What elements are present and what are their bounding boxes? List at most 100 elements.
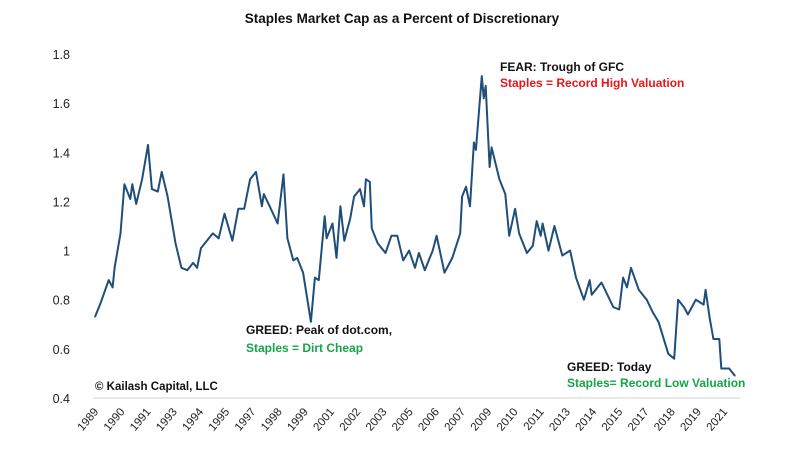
data-point bbox=[622, 277, 624, 279]
y-tick-label: 1.6 bbox=[53, 97, 70, 111]
data-point bbox=[465, 186, 467, 188]
data-point bbox=[119, 232, 122, 234]
data-point bbox=[396, 235, 398, 237]
data-point bbox=[339, 205, 341, 207]
data-point bbox=[141, 178, 143, 180]
data-point bbox=[518, 232, 520, 234]
data-point bbox=[353, 195, 355, 198]
copyright-note: © Kailash Capital, LLC bbox=[95, 381, 218, 393]
x-tick-label: 1995 bbox=[207, 406, 233, 433]
data-point bbox=[683, 306, 685, 308]
data-point bbox=[369, 181, 371, 183]
data-point bbox=[231, 240, 234, 242]
x-tick-label: 2001 bbox=[312, 406, 338, 433]
data-point bbox=[335, 257, 338, 259]
data-point bbox=[212, 232, 214, 234]
data-point bbox=[286, 237, 288, 239]
data-point bbox=[384, 252, 387, 254]
data-point bbox=[612, 306, 614, 308]
data-point bbox=[349, 218, 351, 220]
data-point bbox=[314, 277, 316, 279]
y-tick-label: 1.4 bbox=[53, 146, 70, 160]
x-tick-label: 2017 bbox=[626, 406, 652, 433]
data-point bbox=[180, 267, 182, 269]
data-point bbox=[223, 213, 226, 215]
data-point bbox=[249, 178, 251, 180]
x-tick-label: 1991 bbox=[128, 406, 154, 433]
data-point bbox=[720, 367, 722, 370]
x-tick-label: 1989 bbox=[76, 406, 102, 433]
data-point bbox=[418, 252, 420, 254]
data-point bbox=[657, 321, 660, 323]
x-tick-label: 2010 bbox=[495, 406, 521, 433]
y-tick-label: 1.8 bbox=[53, 48, 70, 62]
annotation-fear-subtitle: Staples = Record High Valuation bbox=[500, 76, 685, 90]
data-point bbox=[561, 254, 563, 257]
x-tick-label: 2021 bbox=[705, 406, 731, 433]
data-point bbox=[489, 166, 491, 168]
data-point bbox=[443, 272, 446, 274]
x-tick-label: 2005 bbox=[390, 406, 416, 433]
data-point bbox=[94, 316, 96, 318]
annotation-dotcom-subtitle: Staples = Dirt Cheap bbox=[246, 341, 364, 355]
data-point bbox=[424, 269, 426, 271]
data-point bbox=[569, 249, 571, 252]
data-point bbox=[687, 313, 689, 316]
data-point bbox=[255, 171, 257, 173]
data-point bbox=[651, 311, 654, 313]
data-point bbox=[261, 205, 263, 207]
x-tick-label: 1999 bbox=[285, 406, 311, 433]
data-point bbox=[113, 267, 116, 269]
data-point bbox=[292, 259, 294, 261]
x-tick-label: 2002 bbox=[338, 406, 364, 433]
y-tick-label: 1 bbox=[63, 245, 70, 259]
annotation-today-subtitle: Staples= Record Low Valuation bbox=[567, 376, 746, 390]
data-point bbox=[151, 188, 153, 190]
data-point bbox=[408, 249, 410, 252]
data-point bbox=[326, 237, 328, 239]
data-point bbox=[589, 279, 591, 281]
data-point bbox=[575, 277, 577, 279]
data-point bbox=[490, 146, 493, 148]
data-point bbox=[243, 208, 245, 210]
data-point bbox=[451, 257, 453, 259]
data-point bbox=[147, 144, 149, 146]
data-point bbox=[112, 286, 114, 289]
data-point bbox=[677, 299, 679, 301]
data-point bbox=[435, 235, 438, 237]
data-point bbox=[630, 267, 632, 269]
data-point bbox=[475, 149, 477, 151]
x-tick-label: 1994 bbox=[180, 406, 206, 434]
y-tick-label: 1.2 bbox=[53, 195, 70, 209]
data-point bbox=[296, 257, 298, 259]
data-point bbox=[131, 183, 133, 185]
data-point bbox=[461, 195, 463, 198]
data-point bbox=[695, 299, 697, 301]
data-point bbox=[402, 259, 404, 261]
data-point bbox=[638, 289, 640, 291]
x-tick-label: 2019 bbox=[678, 406, 704, 433]
x-tick-label: 2018 bbox=[652, 406, 678, 433]
x-tick-label: 1997 bbox=[233, 406, 259, 433]
data-point bbox=[282, 173, 285, 175]
data-point bbox=[536, 220, 538, 222]
data-point bbox=[481, 75, 483, 77]
x-tick-label: 2007 bbox=[443, 406, 469, 433]
data-point bbox=[459, 232, 461, 234]
data-point bbox=[583, 299, 585, 301]
data-point bbox=[618, 308, 620, 311]
data-point bbox=[718, 338, 720, 340]
y-tick-label: 0.6 bbox=[53, 343, 70, 357]
data-point bbox=[673, 358, 675, 360]
data-point bbox=[263, 193, 265, 195]
data-point bbox=[157, 191, 159, 193]
data-point bbox=[174, 242, 177, 244]
y-tick-label: 0.4 bbox=[53, 392, 70, 406]
data-point bbox=[135, 203, 137, 205]
data-point bbox=[343, 240, 345, 242]
x-tick-label: 2013 bbox=[547, 406, 573, 433]
data-point bbox=[269, 205, 271, 207]
data-point bbox=[734, 375, 736, 377]
data-point bbox=[196, 267, 198, 269]
data-point bbox=[276, 222, 279, 225]
